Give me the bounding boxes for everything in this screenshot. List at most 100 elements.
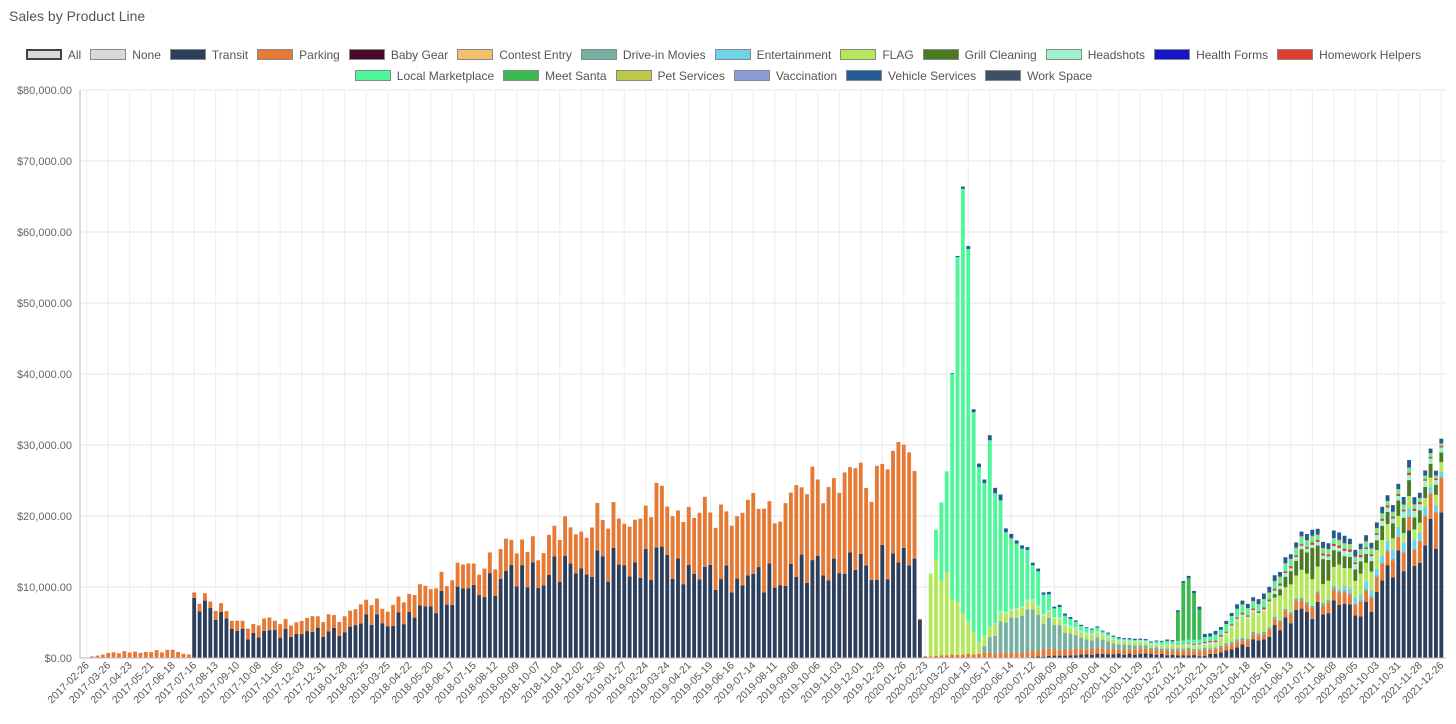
- bar-segment-vehicle-services[interactable]: [998, 494, 1003, 501]
- bar-segment-transit[interactable]: [1391, 577, 1395, 658]
- bar-segment-parking[interactable]: [127, 652, 132, 658]
- bar-segment-local-marketplace[interactable]: [1149, 642, 1153, 644]
- bar-segment-local-marketplace[interactable]: [1192, 639, 1196, 644]
- bar-segment-headshots[interactable]: [1057, 617, 1062, 620]
- bar-segment-transit[interactable]: [917, 619, 922, 658]
- bar-segment-flag[interactable]: [1116, 641, 1121, 645]
- bar-segment-parking[interactable]: [1331, 589, 1336, 601]
- bar-segment-vehicle-services[interactable]: [993, 487, 998, 494]
- bar-segment-parking[interactable]: [348, 610, 353, 627]
- bar-segment-parking[interactable]: [799, 487, 804, 555]
- bar-segment-transit[interactable]: [1240, 644, 1245, 658]
- bar-segment-grill-cleaning[interactable]: [1407, 480, 1411, 497]
- bar-segment-parking[interactable]: [1380, 563, 1385, 581]
- bar-segment-transit[interactable]: [1111, 654, 1116, 658]
- bar-segment-transit[interactable]: [912, 558, 917, 658]
- bar-segment-local-marketplace[interactable]: [1208, 636, 1213, 641]
- bar-segment-entertainment[interactable]: [1385, 540, 1390, 551]
- bar-segment-transit[interactable]: [289, 636, 293, 658]
- bar-segment-transit[interactable]: [1079, 654, 1084, 658]
- bar-segment-transit[interactable]: [853, 569, 858, 658]
- bar-segment-transit[interactable]: [1095, 653, 1100, 658]
- bar-segment-meet-santa[interactable]: [1181, 582, 1186, 641]
- bar-segment-transit[interactable]: [305, 631, 310, 658]
- bar-segment-vehicle-services[interactable]: [1407, 460, 1411, 468]
- bar-segment-headshots[interactable]: [1315, 541, 1320, 546]
- bar-segment-transit[interactable]: [659, 546, 664, 658]
- bar-segment-transit[interactable]: [745, 575, 750, 658]
- bar-segment-parking[interactable]: [418, 584, 422, 606]
- bar-segment-transit[interactable]: [799, 554, 804, 658]
- bar-segment-parking[interactable]: [649, 517, 654, 580]
- bar-segment-drive-in-movies[interactable]: [1149, 647, 1153, 651]
- bar-segment-parking[interactable]: [385, 611, 390, 627]
- legend-item-transit[interactable]: Transit: [169, 48, 248, 62]
- bar-segment-pet-services[interactable]: [1229, 616, 1234, 617]
- bar-segment-transit[interactable]: [348, 626, 353, 658]
- bar-segment-flag[interactable]: [939, 580, 944, 656]
- bar-segment-transit[interactable]: [461, 588, 465, 658]
- bar-segment-flag[interactable]: [1106, 638, 1110, 642]
- bar-segment-homework-helpers[interactable]: [1278, 583, 1282, 586]
- bar-segment-parking[interactable]: [1186, 650, 1191, 656]
- bar-segment-drive-in-movies[interactable]: [1106, 641, 1110, 650]
- bar-segment-parking[interactable]: [138, 652, 143, 658]
- bar-segment-parking[interactable]: [934, 655, 938, 658]
- bar-segment-local-marketplace[interactable]: [1181, 640, 1186, 644]
- bar-segment-local-marketplace[interactable]: [1197, 639, 1202, 644]
- bar-segment-transit[interactable]: [262, 630, 267, 658]
- bar-segment-flag[interactable]: [987, 626, 992, 638]
- bar-segment-drive-in-movies[interactable]: [1154, 647, 1159, 651]
- bar-segment-parking[interactable]: [1068, 650, 1073, 656]
- bar-segment-transit[interactable]: [573, 573, 578, 658]
- bar-segment-drive-in-movies[interactable]: [1235, 639, 1239, 642]
- bar-segment-pet-services[interactable]: [1288, 558, 1293, 561]
- bar-segment-parking[interactable]: [638, 518, 643, 578]
- bar-segment-flag[interactable]: [1014, 609, 1019, 618]
- bar-segment-vehicle-services[interactable]: [977, 463, 981, 468]
- bar-segment-flag[interactable]: [1165, 645, 1170, 649]
- bar-segment-vehicle-services[interactable]: [1310, 529, 1315, 536]
- bar-segment-flag[interactable]: [1127, 642, 1132, 645]
- bar-segment-homework-helpers[interactable]: [1428, 456, 1433, 459]
- bar-segment-pet-services[interactable]: [1423, 475, 1428, 477]
- bar-segment-transit[interactable]: [891, 553, 895, 658]
- bar-segment-parking[interactable]: [1294, 600, 1299, 610]
- bar-segment-headshots[interactable]: [1245, 616, 1250, 620]
- bar-segment-parking[interactable]: [1063, 649, 1067, 656]
- bar-segment-flag[interactable]: [1261, 611, 1266, 633]
- bar-segment-homework-helpers[interactable]: [1186, 643, 1191, 645]
- bar-segment-parking[interactable]: [1304, 604, 1309, 612]
- bar-segment-transit[interactable]: [1165, 655, 1170, 658]
- bar-segment-parking[interactable]: [654, 482, 659, 548]
- bar-segment-homework-helpers[interactable]: [1364, 547, 1368, 550]
- bar-segment-flag[interactable]: [1380, 539, 1385, 556]
- bar-segment-drive-in-movies[interactable]: [1294, 598, 1299, 601]
- bar-segment-parking[interactable]: [1197, 651, 1202, 657]
- bar-segment-local-marketplace[interactable]: [1122, 639, 1127, 641]
- bar-segment-flag[interactable]: [1186, 645, 1191, 648]
- bar-segment-parking[interactable]: [1391, 560, 1395, 578]
- bar-segment-local-marketplace[interactable]: [1337, 542, 1342, 546]
- bar-segment-parking[interactable]: [702, 496, 707, 567]
- bar-segment-vehicle-services[interactable]: [1208, 633, 1213, 637]
- bar-segment-parking[interactable]: [1192, 651, 1196, 656]
- bar-segment-parking[interactable]: [1159, 650, 1164, 654]
- bar-segment-parking[interactable]: [186, 654, 191, 658]
- bar-segment-local-marketplace[interactable]: [1369, 550, 1374, 555]
- bar-segment-local-marketplace[interactable]: [1272, 582, 1277, 589]
- bar-segment-entertainment[interactable]: [1380, 555, 1385, 563]
- bar-segment-vehicle-services[interactable]: [1428, 448, 1433, 454]
- bar-segment-local-marketplace[interactable]: [1331, 539, 1336, 544]
- bar-segment-vehicle-services[interactable]: [982, 479, 987, 484]
- bar-segment-transit[interactable]: [1036, 656, 1041, 658]
- bar-segment-local-marketplace[interactable]: [939, 502, 944, 581]
- bar-segment-parking[interactable]: [1165, 650, 1170, 656]
- bar-segment-flag[interactable]: [1025, 601, 1030, 610]
- bar-segment-flag[interactable]: [1041, 615, 1046, 625]
- bar-segment-entertainment[interactable]: [1396, 526, 1401, 537]
- bar-segment-homework-helpers[interactable]: [1256, 611, 1261, 614]
- bar-segment-transit[interactable]: [638, 577, 643, 658]
- bar-segment-parking[interactable]: [719, 504, 723, 580]
- bar-segment-transit[interactable]: [380, 623, 385, 658]
